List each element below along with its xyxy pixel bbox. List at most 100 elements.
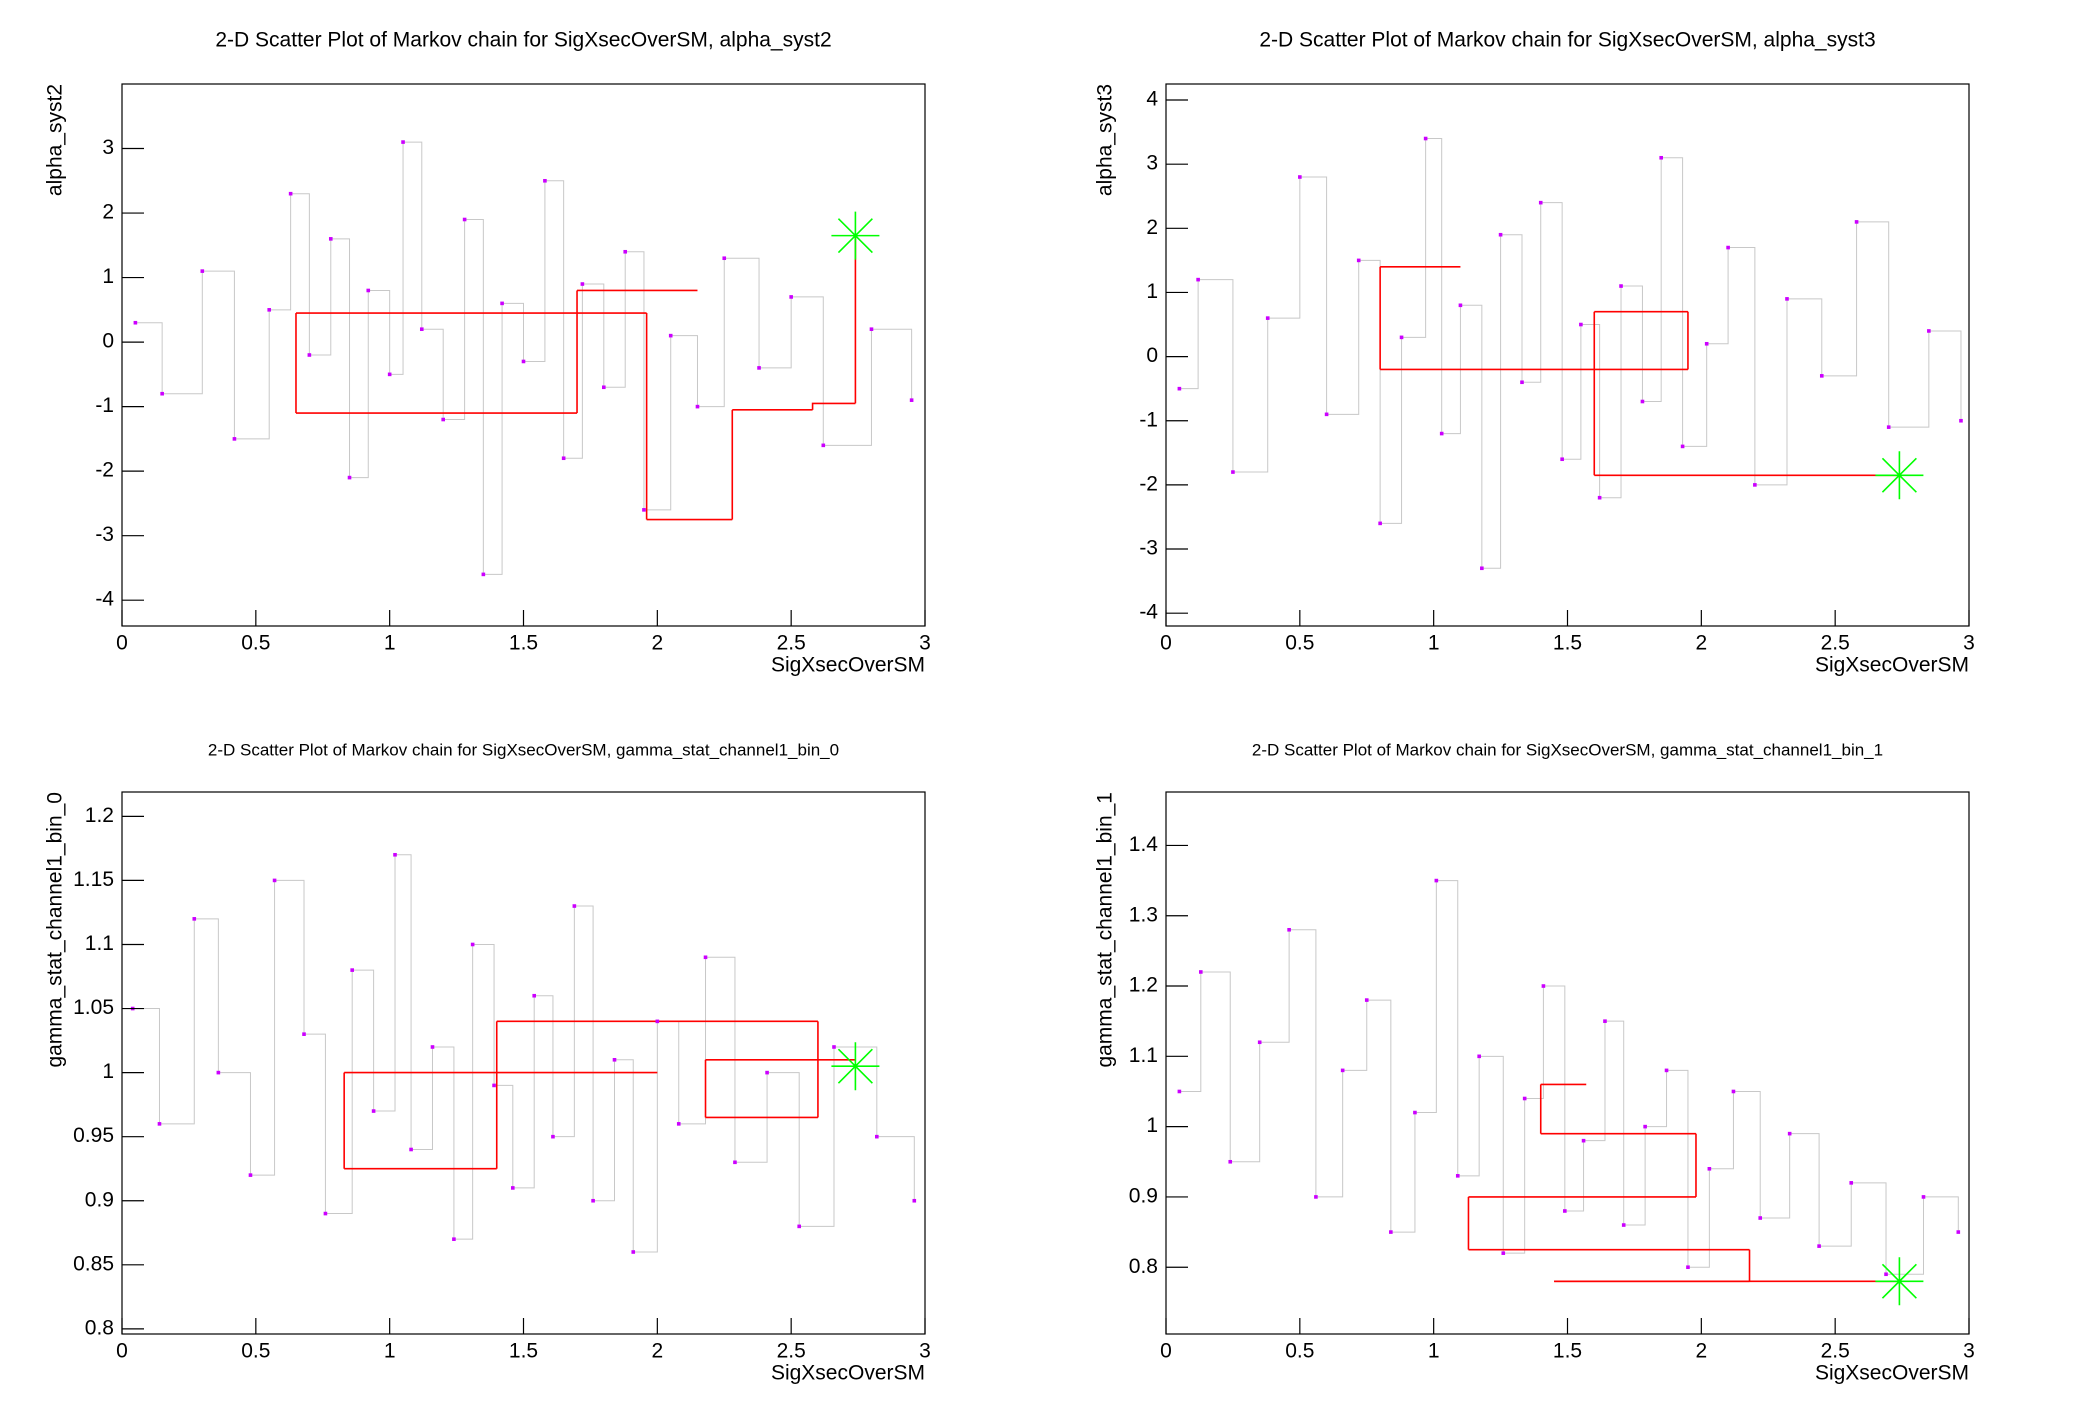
x-tick-label: 3 <box>1963 632 1975 655</box>
x-tick-label: 1 <box>384 632 396 655</box>
plot-area <box>133 140 914 577</box>
x-tick-label: 3 <box>919 632 931 655</box>
chain-point <box>323 1211 328 1216</box>
chain-step <box>512 995 535 1189</box>
x-tick-label: 2 <box>1695 632 1707 655</box>
chain-step <box>1267 177 1301 319</box>
chain-step <box>1754 298 1788 486</box>
x-tick-label: 0.5 <box>1285 1340 1314 1363</box>
y-tick-label: 1 <box>102 1060 114 1083</box>
y-tick-label: -3 <box>95 523 114 546</box>
chain-step <box>1457 1056 1480 1177</box>
chain-step <box>1786 298 1823 376</box>
chain-step <box>1436 880 1459 1176</box>
x-tick-label: 1.5 <box>509 1340 538 1363</box>
y-tick-label: 1.05 <box>73 996 114 1019</box>
chain-point <box>695 404 700 409</box>
chain-step <box>1441 305 1461 435</box>
x-tick-label: 0.5 <box>1285 632 1314 655</box>
chain-step <box>432 1046 455 1240</box>
chain-step <box>544 180 565 459</box>
chain-point <box>1921 1195 1926 1199</box>
chain-point <box>1819 374 1824 378</box>
chain-step <box>135 322 163 394</box>
x-tick-label: 1.5 <box>1553 1340 1582 1363</box>
chain-point <box>1413 1110 1417 1115</box>
chain-step <box>1521 202 1542 383</box>
y-tick-label: 1.1 <box>1129 1044 1158 1067</box>
chain-point <box>267 308 272 312</box>
chain-step <box>1709 1091 1734 1170</box>
chain-step <box>1425 138 1443 434</box>
chain-step <box>1928 330 1962 421</box>
chain-point <box>1597 495 1602 500</box>
chain-step <box>833 1046 878 1137</box>
chain-point <box>366 288 371 293</box>
x-tick-label: 1 <box>384 1340 396 1363</box>
x-tick-label: 2 <box>651 1340 663 1363</box>
chain-step <box>1380 337 1403 524</box>
chain-step <box>1342 1000 1368 1071</box>
chain-point <box>1854 220 1859 224</box>
chain-point <box>1707 1166 1712 1171</box>
best-fit-marker <box>1875 451 1924 500</box>
chain-point <box>216 1070 221 1075</box>
chain-step <box>1666 1069 1689 1268</box>
chain-point <box>631 1250 636 1254</box>
chain-point <box>1579 322 1583 327</box>
chain-step <box>811 402 856 410</box>
y-tick-label: -4 <box>95 588 114 611</box>
chain-step <box>1728 247 1756 485</box>
chain-point <box>1884 1272 1888 1277</box>
plot-area <box>1177 878 1961 1283</box>
chain-step <box>1580 324 1601 498</box>
chart-title: 2-D Scatter Plot of Markov chain for Sig… <box>208 740 839 759</box>
chain-step <box>368 289 391 375</box>
y-tick-label: 0.8 <box>85 1316 114 1339</box>
chain-step <box>1851 1182 1887 1275</box>
chain-step <box>705 956 736 1163</box>
chart-panel: 2-D Scatter Plot of Markov chain for Sig… <box>1094 29 1975 677</box>
chain-step <box>472 943 495 1086</box>
chain-point <box>1886 425 1891 429</box>
chain-point <box>500 301 504 306</box>
chain-point <box>1522 1096 1527 1101</box>
chain-point <box>1563 1209 1567 1213</box>
x-tick-label: 3 <box>1963 1340 1975 1363</box>
x-axis-label: SigXsecOverSM <box>1815 654 1969 677</box>
chain-point <box>602 385 606 390</box>
y-tick-label: 1 <box>1146 1114 1158 1137</box>
chain-step <box>523 180 546 362</box>
chain-point <box>1560 457 1564 462</box>
x-tick-label: 1.5 <box>1553 632 1582 655</box>
chain-step <box>593 1059 616 1202</box>
chain-point <box>510 1186 515 1190</box>
chain-point <box>1726 245 1730 250</box>
chain-step <box>1358 259 1381 524</box>
chain-step <box>1562 324 1582 460</box>
y-tick-label: 2 <box>1146 216 1158 239</box>
chain-step <box>1661 157 1684 447</box>
chain-step <box>411 1046 433 1150</box>
chain-point <box>1498 232 1503 237</box>
chain-step <box>1200 971 1231 1162</box>
chain-step <box>1390 1112 1416 1233</box>
chain-point <box>591 1198 595 1203</box>
chain-point <box>757 366 761 370</box>
chain-step <box>633 1021 658 1253</box>
chain-point <box>452 1237 456 1241</box>
chain-point <box>561 456 566 461</box>
y-tick-label: -3 <box>1139 537 1158 560</box>
chain-point <box>1378 521 1382 526</box>
chain-step <box>876 1136 915 1201</box>
chain-point <box>1659 155 1663 160</box>
chain-point <box>1324 412 1329 417</box>
chain-step <box>421 328 444 420</box>
chain-point <box>1619 284 1623 288</box>
frame <box>1165 791 1970 1335</box>
chain-point <box>1731 1089 1736 1094</box>
chain-point <box>1198 970 1203 974</box>
frame <box>121 791 926 1335</box>
chain-step <box>403 141 423 330</box>
chain-step <box>1923 1196 1959 1233</box>
